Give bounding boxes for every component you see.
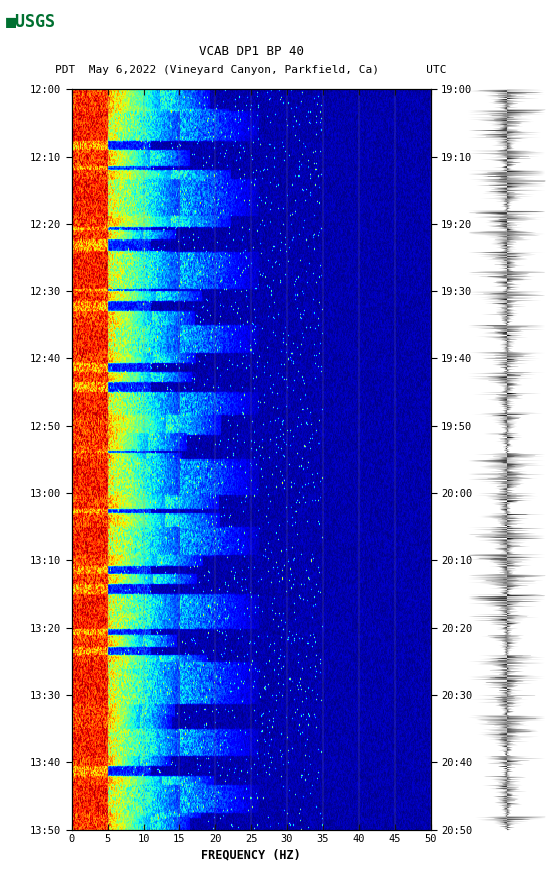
Text: PDT  May 6,2022 (Vineyard Canyon, Parkfield, Ca)       UTC: PDT May 6,2022 (Vineyard Canyon, Parkfie… [55,65,447,75]
Text: VCAB DP1 BP 40: VCAB DP1 BP 40 [199,45,304,58]
Text: ■USGS: ■USGS [6,13,56,31]
X-axis label: FREQUENCY (HZ): FREQUENCY (HZ) [201,848,301,862]
